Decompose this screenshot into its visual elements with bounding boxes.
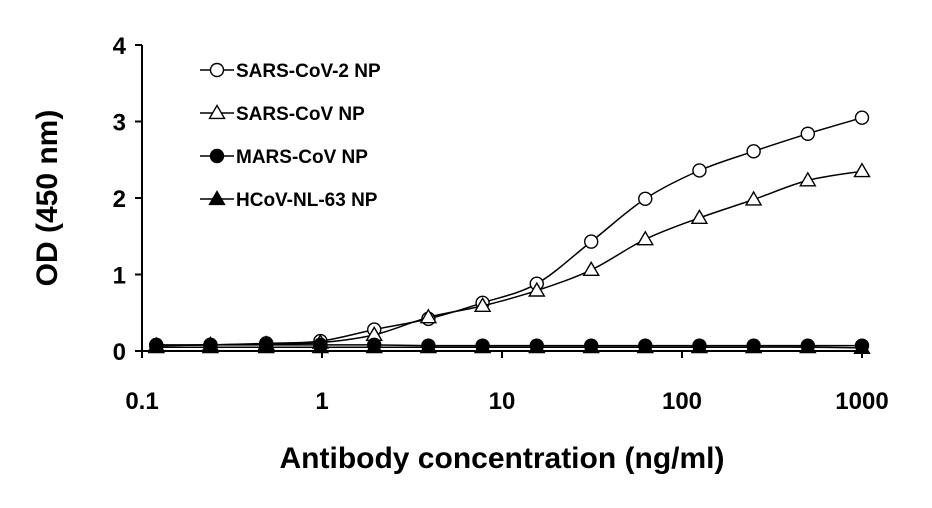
data-point (528, 338, 546, 354)
legend: SARS-CoV-2 NP SARS-CoV NP MARS-CoV NP HCoV-… (200, 61, 381, 211)
legend-marker (209, 148, 225, 164)
data-point (582, 338, 600, 354)
data-point (854, 110, 870, 125)
data-point (853, 339, 871, 354)
data-point (746, 144, 761, 159)
x-tick-label: 1000 (835, 388, 888, 415)
data-point (147, 338, 166, 354)
data-point (690, 209, 709, 225)
data-point (419, 308, 438, 324)
data-point (853, 162, 871, 178)
data-point (201, 338, 220, 354)
data-point (365, 338, 383, 354)
x-tick-label: 1 (315, 388, 328, 415)
data-point (582, 261, 600, 276)
data-point (636, 338, 655, 354)
x-tick-label: 0.1 (125, 388, 158, 415)
data-point (311, 338, 330, 354)
legend-item: MARS-CoV NP (200, 147, 368, 168)
y-tick-label: 3 (113, 110, 126, 137)
series-4 (147, 338, 871, 354)
legend-item: SARS-CoV NP (200, 104, 365, 125)
legend-label: SARS-CoV NP (236, 104, 365, 125)
legend-marker (209, 62, 225, 78)
y-axis-title: OD (450 nm) (31, 110, 64, 287)
data-point (419, 338, 438, 354)
data-point (744, 190, 763, 206)
legend-label: SARS-CoV-2 NP (236, 61, 381, 82)
x-tick-label: 10 (489, 388, 516, 415)
legend-label: MARS-CoV NP (236, 147, 368, 168)
legend-item: HCoV-NL-63 NP (200, 190, 378, 211)
data-point (473, 297, 492, 312)
y-tick-label: 4 (113, 33, 127, 60)
data-point (473, 338, 492, 354)
y-tick-label: 2 (113, 186, 126, 213)
data-point (638, 191, 653, 206)
legend-marker (208, 190, 226, 206)
x-tick-label: 100 (662, 388, 702, 415)
data-point (636, 230, 655, 246)
data-point (583, 234, 599, 249)
y-tick-label: 1 (113, 263, 126, 290)
data-point (799, 338, 817, 354)
ticks-group: 0 1 2 3 4 0.1 1 10 100 1000 (113, 33, 889, 415)
series-group (147, 110, 871, 354)
data-point (692, 163, 707, 178)
x-axis-title: Antibody concentration (ng/ml) (280, 442, 725, 475)
legend-label: HCoV-NL-63 NP (236, 190, 378, 211)
data-point (799, 171, 817, 187)
legend-item: SARS-CoV-2 NP (200, 61, 381, 82)
data-point (690, 338, 709, 354)
y-tick-label: 0 (113, 339, 126, 366)
data-point (257, 338, 275, 354)
legend-marker (208, 104, 226, 120)
data-point (528, 281, 546, 297)
data-point (800, 126, 816, 141)
data-point (744, 338, 763, 354)
